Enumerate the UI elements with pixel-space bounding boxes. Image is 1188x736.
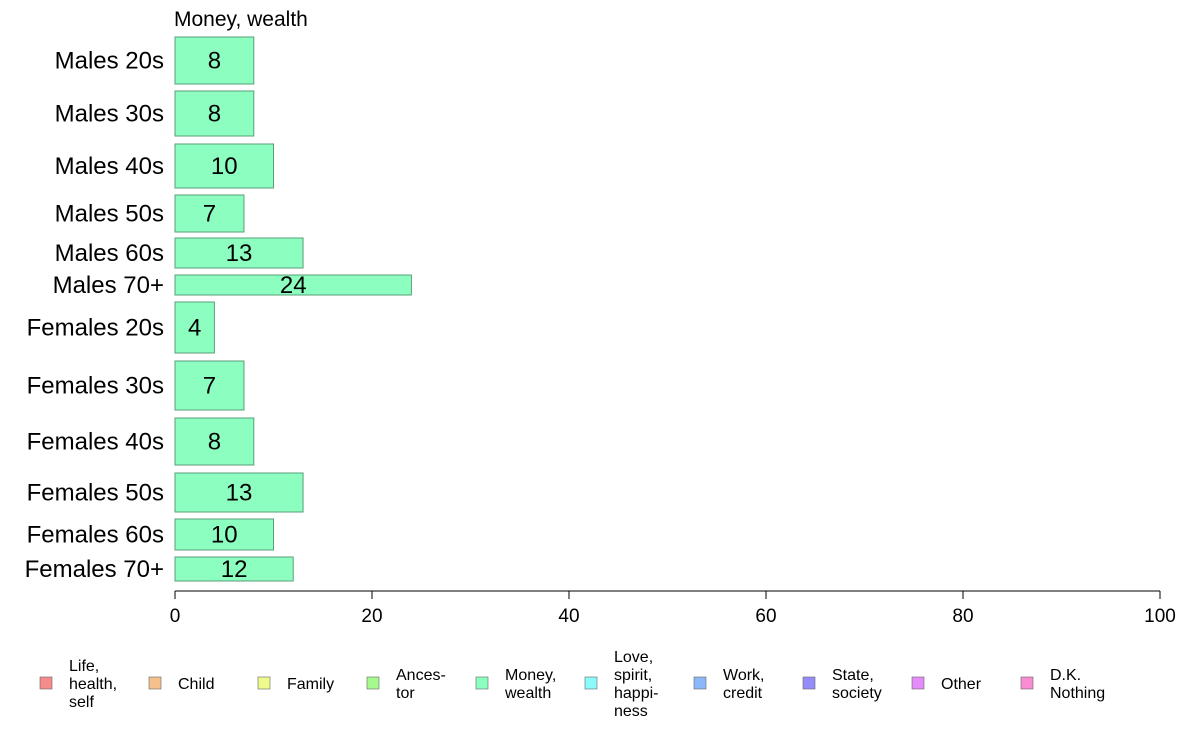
legend-label: D.K. xyxy=(1050,667,1081,684)
legend-label: Love, xyxy=(614,649,653,666)
legend-label: Life, xyxy=(69,658,99,675)
category-label: Females 70+ xyxy=(25,556,164,583)
bar-value-label: 12 xyxy=(221,556,248,583)
legend-label: Other xyxy=(941,676,982,693)
legend-label: self xyxy=(69,694,94,711)
bar xyxy=(174,90,255,137)
x-tick-label: 100 xyxy=(1144,606,1176,627)
bar xyxy=(174,518,274,551)
bar-value-label: 8 xyxy=(208,48,221,75)
bar xyxy=(174,301,215,354)
bar-value-label: 24 xyxy=(280,272,307,299)
legend-label: spirit, xyxy=(614,667,652,684)
legend-label: happi- xyxy=(614,685,658,702)
bar xyxy=(174,36,255,85)
x-tick-label: 40 xyxy=(558,606,579,627)
bar xyxy=(174,274,412,296)
legend-label: credit xyxy=(723,685,763,702)
bar-value-label: 10 xyxy=(211,522,238,549)
legend-label: wealth xyxy=(504,685,551,702)
legend-swatch xyxy=(39,676,53,690)
bar-value-label: 10 xyxy=(211,153,238,180)
category-label: Males 70+ xyxy=(53,272,164,299)
legend-label: Child xyxy=(178,676,214,693)
bar xyxy=(174,417,255,466)
category-label: Females 60s xyxy=(27,522,164,549)
legend-label: health, xyxy=(69,676,117,693)
category-label: Males 20s xyxy=(55,48,164,75)
legend: Life,health,self Child Family Ances-tor Mone… xyxy=(39,649,1105,720)
bar-value-label: 4 xyxy=(188,315,201,342)
category-label: Females 40s xyxy=(27,429,164,456)
legend-swatch xyxy=(366,676,380,690)
bar-value-label: 7 xyxy=(203,201,216,228)
x-tick-label: 80 xyxy=(952,606,973,627)
x-tick-label: 60 xyxy=(755,606,776,627)
legend-swatch xyxy=(1020,676,1034,690)
legend-label: tor xyxy=(396,685,415,702)
category-label: Females 20s xyxy=(27,315,164,342)
bar xyxy=(174,143,274,189)
bar-value-label: 7 xyxy=(203,373,216,400)
panel-title: Money, wealth xyxy=(174,8,308,31)
bars xyxy=(174,36,412,582)
category-label: Males 50s xyxy=(55,201,164,228)
legend-label: State, xyxy=(832,667,874,684)
bar xyxy=(174,237,304,269)
legend-label: Nothing xyxy=(1050,685,1105,702)
legend-label: Work, xyxy=(723,667,764,684)
legend-swatch xyxy=(693,676,707,690)
category-label: Females 50s xyxy=(27,480,164,507)
category-label: Males 60s xyxy=(55,240,164,267)
x-tick-label: 0 xyxy=(170,606,181,627)
category-label: Females 30s xyxy=(27,373,164,400)
legend-swatch xyxy=(584,676,598,690)
bar xyxy=(174,472,304,513)
x-tick-label: 20 xyxy=(361,606,382,627)
x-axis: 0 20 40 60 80 100 xyxy=(170,590,1176,627)
bar xyxy=(174,556,294,582)
category-label: Males 40s xyxy=(55,153,164,180)
legend-label: society xyxy=(832,685,882,702)
bar-value-label: 13 xyxy=(226,480,253,507)
legend-swatch xyxy=(911,676,925,690)
legend-swatch xyxy=(148,676,162,690)
bar xyxy=(174,360,245,411)
category-label: Males 30s xyxy=(55,101,164,128)
bar xyxy=(174,194,245,233)
legend-swatch xyxy=(802,676,816,690)
bar-value-label: 8 xyxy=(208,429,221,456)
legend-label: Money, xyxy=(505,667,556,684)
category-labels: Males 20s Males 30s Males 40s Males 50s Male… xyxy=(25,48,164,584)
bar-value-label: 13 xyxy=(226,240,253,267)
legend-label: Family xyxy=(287,676,334,693)
legend-label: Ances- xyxy=(396,667,446,684)
bar-value-label: 8 xyxy=(208,101,221,128)
legend-swatch xyxy=(257,676,271,690)
legend-swatch xyxy=(475,676,489,690)
legend-label: ness xyxy=(614,703,648,720)
